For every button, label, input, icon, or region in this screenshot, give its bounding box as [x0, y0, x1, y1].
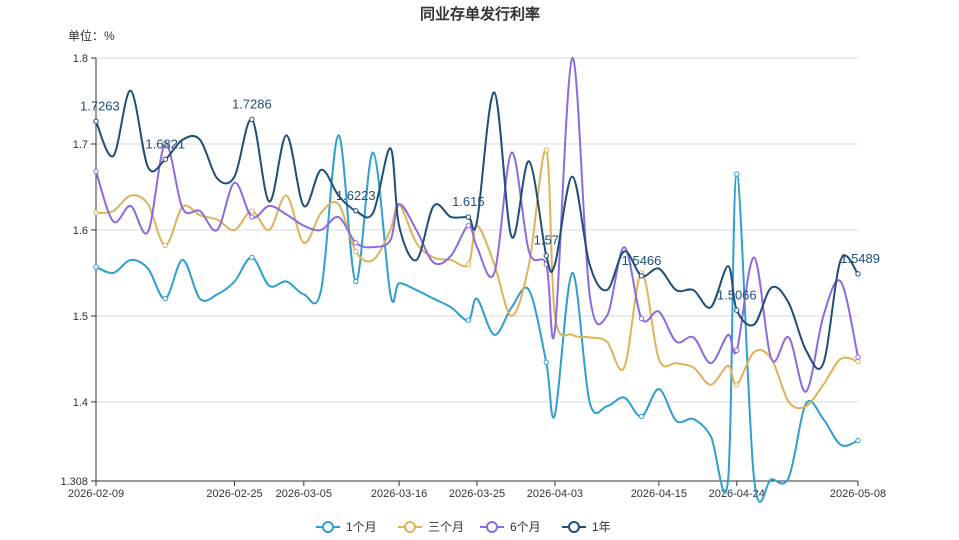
data-point [162, 296, 168, 302]
legend-label: 三个月 [428, 520, 464, 534]
legend-marker-icon [404, 521, 416, 533]
data-label: 1.5466 [622, 253, 662, 268]
data-point [353, 278, 359, 285]
data-label: 1.6223 [336, 188, 376, 203]
data-point [734, 347, 740, 354]
data-point [638, 273, 645, 279]
x-tick-label: 2026-03-16 [371, 488, 427, 500]
chart-title: 同业存单发行利率 [420, 5, 540, 23]
data-point [465, 261, 472, 268]
series-3 [93, 89, 861, 370]
data-point [162, 242, 168, 249]
legend: 1个月 三个月 6个月 1年 [316, 520, 611, 534]
legend-label: 1年 [592, 520, 611, 534]
data-point [855, 354, 861, 360]
y-tick-label: 1.8 [73, 53, 88, 65]
y-axis: 1.8 1.7 1.6 1.5 1.4 1.308 [60, 53, 97, 488]
series-line [95, 148, 859, 410]
data-point [734, 307, 740, 313]
x-tick-label: 2026-04-15 [631, 488, 687, 500]
data-point [353, 240, 359, 246]
x-tick-label: 2026-02-09 [68, 488, 124, 500]
data-point [543, 253, 549, 259]
data-point [249, 214, 255, 220]
x-tick-label: 2026-03-05 [276, 488, 332, 500]
data-label: 1.57 [534, 233, 559, 248]
data-point [543, 359, 549, 366]
data-point [93, 118, 99, 125]
data-point [734, 382, 740, 388]
data-point [162, 156, 168, 163]
y-tick-label: 1.5 [73, 311, 88, 323]
data-point [465, 222, 472, 229]
data-point [249, 116, 255, 123]
series-0 [93, 134, 861, 503]
x-axis: 2026-02-09 2026-02-25 2026-03-05 2026-03-16… [68, 480, 886, 500]
series-1 [93, 147, 861, 410]
data-point [638, 413, 645, 420]
series-line [95, 134, 859, 503]
data-label: 1.6821 [145, 136, 185, 151]
unit-label: 单位：% [68, 28, 115, 43]
legend-label: 6个月 [510, 520, 541, 534]
x-tick-label: 2026-05-08 [830, 488, 886, 500]
y-tick-label: 1.6 [73, 225, 88, 237]
data-point [855, 437, 861, 444]
x-tick-label: 2026-02-25 [206, 488, 262, 500]
data-point [855, 358, 861, 365]
series-line [95, 89, 859, 370]
data-point [353, 248, 359, 255]
y-tick-label: 1.4 [73, 397, 88, 409]
x-tick-label: 2026-04-03 [527, 488, 583, 500]
legend-marker-icon [568, 521, 580, 533]
data-point [465, 214, 472, 220]
data-point [543, 147, 549, 153]
x-tick-label: 2026-03-25 [449, 488, 505, 500]
legend-item[interactable]: 三个月 [398, 520, 464, 534]
series-lines [93, 56, 861, 503]
data-point [249, 254, 255, 261]
data-point [734, 171, 740, 177]
data-label: 1.5066 [717, 287, 757, 302]
data-point [93, 264, 99, 270]
legend-label: 1个月 [346, 520, 377, 534]
data-label: 1.7263 [80, 98, 120, 113]
y-tick-label: 1.7 [73, 139, 88, 151]
data-point [93, 168, 99, 175]
legend-item[interactable]: 1个月 [316, 520, 377, 534]
data-point [93, 210, 99, 216]
data-label: 1.7286 [232, 96, 272, 111]
data-point [162, 141, 168, 147]
data-point [353, 208, 359, 214]
legend-item[interactable]: 6个月 [480, 520, 541, 534]
data-label: 1.5489 [840, 251, 880, 266]
y-tick-label: 1.308 [60, 476, 88, 488]
data-label: 1.615 [452, 194, 485, 209]
data-point [465, 317, 472, 323]
data-point [638, 315, 645, 322]
legend-item[interactable]: 1年 [562, 520, 611, 534]
legend-marker-icon [322, 521, 334, 533]
data-point [249, 208, 255, 214]
data-labels: 1.7263 1.6821 1.7286 1.6223 1.615 1.57 1.5466 1… [80, 96, 880, 302]
data-point [855, 271, 861, 277]
legend-marker-icon [486, 521, 498, 533]
